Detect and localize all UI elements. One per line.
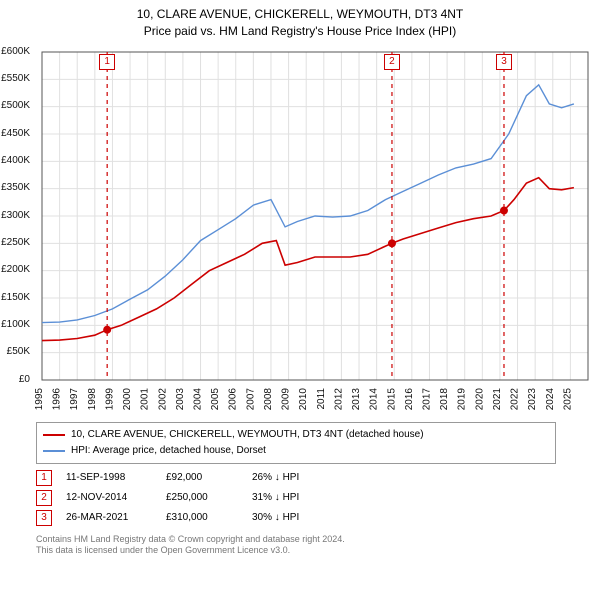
sale-marker: 2 [36,490,52,506]
sale-diff: 26% ↓ HPI [252,472,334,483]
legend-label: HPI: Average price, detached house, Dors… [71,443,266,459]
sale-row: 3 26-MAR-2021 £310,000 30% ↓ HPI [36,510,600,526]
x-tick-label: 2018 [439,387,450,410]
x-tick-label: 2013 [351,387,362,410]
y-tick-label: £200K [0,264,30,275]
y-tick-label: £50K [0,346,30,357]
series-hpi [42,84,574,322]
x-tick-label: 2024 [545,387,556,410]
title-line-2: Price paid vs. HM Land Registry's House … [0,23,600,40]
x-tick-label: 2002 [157,387,168,410]
marker-box-3: 3 [496,54,512,70]
x-tick-label: 2025 [562,387,573,410]
chart-area: 1995 1996 1997 1998 1999 2000 2001 2002 2003 2004… [34,46,594,416]
y-tick-label: £450K [0,128,30,139]
footer-line-2: This data is licensed under the Open Gov… [36,545,600,557]
y-tick-label: £500K [0,100,30,111]
x-tick-label: 2009 [281,387,292,410]
y-tick-label: £600K [0,46,30,57]
x-tick-label: 2007 [245,387,256,410]
x-tick-label: 2021 [492,387,503,410]
x-tick-label: 2010 [298,387,309,410]
sale-diff: 30% ↓ HPI [252,512,334,523]
series-property [42,177,574,340]
legend-swatch [43,450,65,452]
x-tick-label: 2000 [122,387,133,410]
footer-line-1: Contains HM Land Registry data © Crown c… [36,534,600,546]
sale-row: 2 12-NOV-2014 £250,000 31% ↓ HPI [36,490,600,506]
marker-box-1: 1 [99,54,115,70]
x-tick-label: 2001 [140,387,151,410]
sale-price: £250,000 [166,492,238,503]
chart-title: 10, CLARE AVENUE, CHICKERELL, WEYMOUTH, … [0,0,600,40]
legend-label: 10, CLARE AVENUE, CHICKERELL, WEYMOUTH, … [71,427,424,443]
y-tick-label: £150K [0,292,30,303]
x-tick-label: 2019 [457,387,468,410]
x-tick-label: 2015 [386,387,397,410]
marker-dot-2 [388,239,396,247]
legend-item: 10, CLARE AVENUE, CHICKERELL, WEYMOUTH, … [43,427,549,443]
x-tick-label: 2012 [333,387,344,410]
y-tick-label: £0 [0,374,30,385]
x-tick-label: 2020 [474,387,485,410]
sale-diff: 31% ↓ HPI [252,492,334,503]
footer-attribution: Contains HM Land Registry data © Crown c… [36,534,600,557]
y-tick-label: £100K [0,319,30,330]
sale-price: £92,000 [166,472,238,483]
legend-box: 10, CLARE AVENUE, CHICKERELL, WEYMOUTH, … [36,422,556,464]
x-tick-label: 2008 [263,387,274,410]
marker-box-2: 2 [384,54,400,70]
chart-container: 10, CLARE AVENUE, CHICKERELL, WEYMOUTH, … [0,0,600,590]
marker-dot-3 [500,206,508,214]
x-tick-label: 1996 [52,387,63,410]
sale-date: 11-SEP-1998 [66,472,152,483]
sale-date: 12-NOV-2014 [66,492,152,503]
x-tick-label: 1999 [104,387,115,410]
legend-swatch [43,434,65,436]
legend-item: HPI: Average price, detached house, Dors… [43,443,549,459]
sale-price: £310,000 [166,512,238,523]
y-tick-label: £550K [0,73,30,84]
x-tick-label: 2006 [228,387,239,410]
sale-row: 1 11-SEP-1998 £92,000 26% ↓ HPI [36,470,600,486]
x-tick-label: 1997 [69,387,80,410]
y-tick-label: £400K [0,155,30,166]
title-line-1: 10, CLARE AVENUE, CHICKERELL, WEYMOUTH, … [0,6,600,23]
sale-marker: 3 [36,510,52,526]
y-tick-label: £250K [0,237,30,248]
x-tick-label: 2003 [175,387,186,410]
x-tick-label: 2016 [404,387,415,410]
x-tick-label: 2005 [210,387,221,410]
x-tick-label: 2014 [369,387,380,410]
chart-svg: 1995 1996 1997 1998 1999 2000 2001 2002 2003 2004… [34,46,594,416]
y-tick-label: £300K [0,210,30,221]
x-tick-label: 1998 [87,387,98,410]
sale-date: 26-MAR-2021 [66,512,152,523]
x-tick-label: 2004 [193,387,204,410]
sales-table: 1 11-SEP-1998 £92,000 26% ↓ HPI 2 12-NOV-2014… [36,470,600,526]
x-tick-label: 2011 [316,387,327,409]
x-tick-label: 1995 [34,387,45,410]
x-tick-label: 2022 [510,387,521,410]
x-tick-label: 2017 [421,387,432,410]
x-tick-label: 2023 [527,387,538,410]
y-tick-label: £350K [0,182,30,193]
sale-marker: 1 [36,470,52,486]
marker-dot-1 [103,325,111,333]
